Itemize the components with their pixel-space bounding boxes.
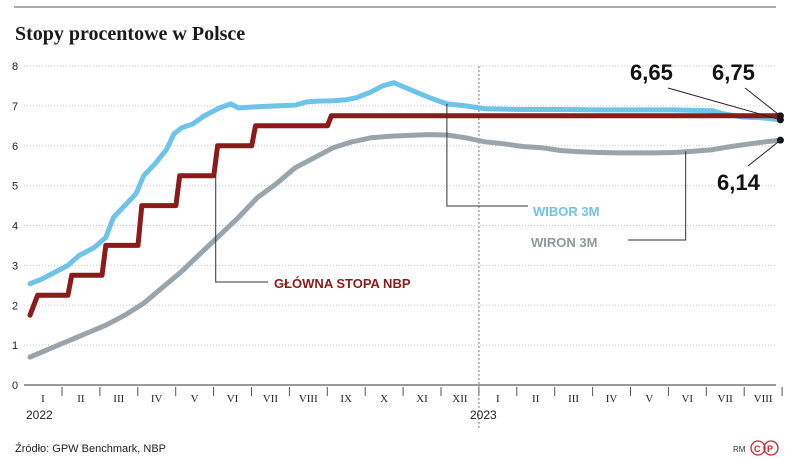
svg-text:P: P [767, 444, 773, 454]
author-initials: RM [733, 445, 746, 454]
gridlines [24, 65, 776, 386]
pointer-wiron [747, 139, 781, 167]
end-value-nbp: 6,75 [712, 60, 755, 85]
label-leader-lines [215, 103, 687, 283]
y-axis-ticks: 0 1 2 3 4 5 6 7 8 [12, 61, 18, 392]
y-tick-label: 5 [12, 181, 18, 193]
leader-nbp [215, 175, 268, 283]
x-tick-label: X [380, 393, 388, 405]
x-tick-label: XI [416, 393, 428, 405]
pointer-wibor [667, 87, 781, 121]
y-tick-label: 8 [12, 61, 18, 73]
end-markers [667, 87, 784, 167]
series-label-wiron: WIRON 3M [531, 235, 597, 250]
chart-title: Stopy procentowe w Polsce [15, 23, 245, 45]
x-tick-label: VIII [299, 393, 318, 405]
y-tick-label: 4 [12, 221, 18, 233]
pointer-nbp [744, 87, 781, 117]
y-tick-label: 6 [12, 141, 18, 153]
year-label-2022: 2022 [26, 408, 53, 422]
x-tick-label: III [113, 393, 124, 405]
series-label-nbp: GŁÓWNA STOPA NBP [274, 276, 411, 291]
x-tick-label: IX [340, 393, 352, 405]
x-tick-label: II [77, 393, 85, 405]
series-line-wiron-3m [27, 132, 783, 360]
x-tick-label: VI [681, 393, 693, 405]
series-line-g-wna-stopa-nbp [27, 113, 783, 318]
x-tick-label: III [568, 393, 579, 405]
end-value-wibor: 6,65 [630, 60, 673, 85]
series-label-wibor: WIBOR 3M [533, 204, 599, 219]
x-tick-label: XII [452, 393, 468, 405]
leader-wiron [628, 151, 687, 241]
leader-wibor [446, 103, 528, 207]
y-tick-label: 1 [12, 340, 18, 352]
year-label-2023: 2023 [470, 408, 497, 422]
source-note: Źródło: GPW Benchmark, NBP [15, 442, 166, 455]
series-line-wibor-3m [27, 80, 783, 287]
x-tick-label: I [496, 393, 500, 405]
x-tick-label: II [532, 393, 540, 405]
y-tick-label: 3 [12, 260, 18, 272]
x-tick-label: VII [718, 393, 734, 405]
series-lines [27, 80, 783, 360]
x-tick-label: I [41, 393, 45, 405]
x-tick-label: VI [227, 393, 239, 405]
x-tick-label: VIII [754, 393, 773, 405]
x-tick-label: V [645, 393, 653, 405]
x-axis-ticks: I II III IV V VI VII VIII IX X XI XII I II III IV V VI VII… [41, 387, 783, 405]
y-tick-label: 2 [12, 300, 18, 312]
svg-text:C: C [754, 444, 761, 454]
y-tick-label: 0 [12, 380, 18, 392]
cp-logo: C P [750, 440, 779, 456]
x-tick-label: VII [263, 393, 279, 405]
y-tick-label: 7 [12, 101, 18, 113]
x-tick-label: IV [151, 393, 163, 405]
x-tick-label: IV [606, 393, 618, 405]
end-value-wiron: 6,14 [717, 170, 761, 195]
x-tick-label: V [191, 393, 199, 405]
